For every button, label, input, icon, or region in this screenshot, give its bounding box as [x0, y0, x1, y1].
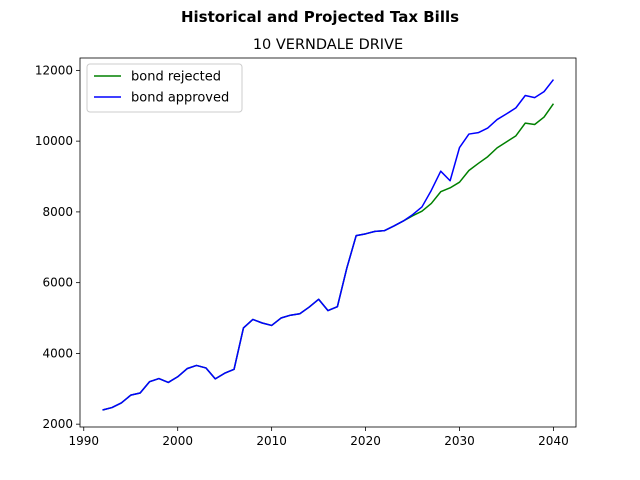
- legend-label-1: bond approved: [131, 91, 229, 106]
- axes-layer: 1990 2000 2010 2020 2030 2040 2000 4000 6000 8000…: [35, 57, 577, 448]
- y-tick-label-2000: 2000: [42, 417, 73, 431]
- x-tick-label-2020: 2020: [350, 434, 381, 448]
- series-line-0: [102, 103, 555, 411]
- y-tick-label-10000: 10000: [35, 134, 73, 148]
- x-tick-label-2010: 2010: [256, 434, 287, 448]
- legend-box: [86, 63, 243, 113]
- x-tick-label-2030: 2030: [444, 434, 475, 448]
- series-layer: [102, 79, 555, 411]
- y-tick-label-4000: 4000: [42, 346, 73, 360]
- x-tick-label-1990: 1990: [68, 434, 99, 448]
- chart-title: 10 VERNDALE DRIVE: [253, 37, 403, 53]
- plot-frame: [79, 57, 577, 428]
- series-line-1: [102, 79, 555, 411]
- y-tick-label-6000: 6000: [42, 276, 73, 290]
- x-tick-label-2040: 2040: [538, 434, 569, 448]
- y-tick-label-8000: 8000: [42, 205, 73, 219]
- y-tick-label-12000: 12000: [35, 63, 73, 77]
- chart-suptitle: Historical and Projected Tax Bills: [181, 8, 459, 26]
- x-tick-label-2000: 2000: [162, 434, 193, 448]
- legend-label-0: bond rejected: [131, 70, 221, 85]
- legend: bond rejected bond approved: [86, 63, 243, 113]
